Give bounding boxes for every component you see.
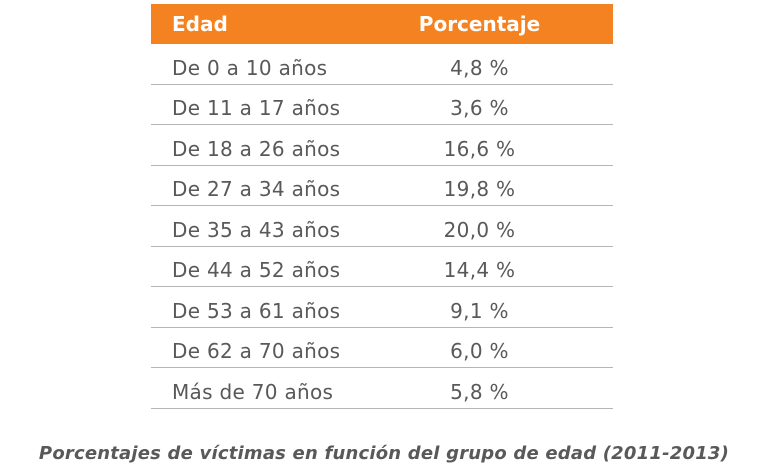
table-row: De 44 a 52 años 14,4 % — [151, 247, 613, 287]
table-body: De 0 a 10 años 4,8 % De 11 a 17 años 3,6… — [151, 44, 613, 409]
table-caption: Porcentajes de víctimas en función del g… — [38, 443, 730, 464]
age-group-cell: De 0 a 10 años — [172, 55, 328, 80]
table-header: Edad Porcentaje — [151, 4, 613, 44]
percentage-cell: 19,8 % — [443, 177, 516, 201]
table-row: De 53 a 61 años 9,1 % — [151, 287, 613, 328]
table-row: De 35 a 43 años 20,0 % — [151, 206, 613, 247]
percentage-cell: 9,1 % — [450, 298, 509, 323]
age-group-cell: De 11 a 17 años — [172, 96, 341, 120]
age-percentage-table: Edad Porcentaje De 0 a 10 años 4,8 % De … — [151, 4, 613, 409]
age-group-cell: De 53 a 61 años — [172, 298, 341, 323]
percentage-cell: 16,6 % — [443, 136, 516, 161]
age-group-cell: De 62 a 70 años — [172, 339, 341, 363]
header-percentage: Porcentaje — [418, 12, 541, 36]
age-group-cell: De 44 a 52 años — [172, 258, 341, 282]
table-row: De 27 a 34 años 19,8 % — [151, 166, 613, 206]
table-row: Más de 70 años 5,8 % — [151, 368, 613, 409]
age-group-cell: De 35 a 43 años — [172, 217, 341, 242]
age-group-cell: Más de 70 años — [172, 379, 334, 404]
percentage-cell: 5,8 % — [450, 379, 509, 404]
percentage-cell: 14,4 % — [443, 258, 516, 282]
percentage-cell: 20,0 % — [443, 217, 516, 242]
age-group-cell: De 27 a 34 años — [172, 177, 341, 201]
table-row: De 18 a 26 años 16,6 % — [151, 125, 613, 166]
age-group-cell: De 18 a 26 años — [172, 136, 341, 161]
table-row: De 62 a 70 años 6,0 % — [151, 328, 613, 368]
percentage-cell: 6,0 % — [450, 339, 509, 363]
header-age: Edad — [172, 12, 228, 36]
table-row: De 11 a 17 años 3,6 % — [151, 85, 613, 125]
percentage-cell: 3,6 % — [450, 96, 509, 120]
table-row: De 0 a 10 años 4,8 % — [151, 44, 613, 85]
percentage-cell: 4,8 % — [450, 55, 509, 80]
